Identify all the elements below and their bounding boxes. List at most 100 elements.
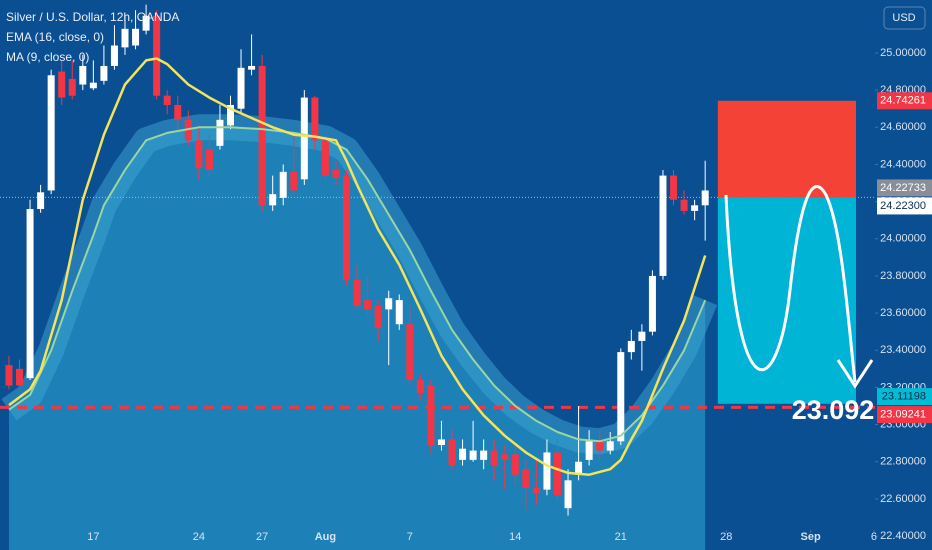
currency-button[interactable] [883, 6, 926, 30]
candle-body [16, 368, 24, 386]
candle-body [648, 275, 656, 332]
price-label: 23.11198 [882, 390, 926, 402]
candle-body [279, 171, 287, 198]
stop-zone [717, 100, 857, 198]
y-tick-label: 24.00000 [880, 233, 926, 245]
target-zone [717, 197, 857, 404]
projection-curve [724, 185, 857, 383]
x-tick-label: Aug [315, 531, 336, 543]
candle-body [522, 469, 530, 488]
price-label-bg [877, 406, 932, 424]
candle-body [575, 461, 583, 475]
candle-body [100, 65, 108, 81]
candle-body [26, 209, 34, 379]
target-text: 23.092 [792, 395, 875, 425]
candle-body [701, 190, 709, 206]
candle-body [300, 97, 308, 180]
candle-body [680, 199, 688, 211]
candle-body [79, 65, 87, 85]
x-tick-label: 14 [509, 531, 521, 543]
y-tick-label: 24.40000 [880, 158, 926, 170]
projection-arrow [836, 359, 874, 389]
legend-ema: EMA (16, close, 0) [6, 30, 104, 44]
price-label: 24.22733 [880, 182, 926, 194]
candle-body [532, 487, 540, 494]
candle-body [480, 450, 488, 460]
candle-body [627, 340, 635, 353]
price-label-bg [877, 179, 932, 197]
x-tick-label: 28 [720, 531, 732, 543]
candle-body [364, 300, 372, 310]
x-tick-label: 27 [256, 531, 268, 543]
price-axis [875, 0, 932, 550]
legend-title: Silver / U.S. Dollar, 12h, OANDA [6, 10, 179, 24]
indicator-layer [8, 57, 707, 476]
candle-body [659, 175, 667, 276]
candle-body [501, 454, 509, 460]
x-tick-label: 21 [615, 531, 627, 543]
price-label: 24.22300 [880, 200, 926, 212]
candle-body [469, 450, 477, 460]
candle-body [606, 441, 614, 451]
y-tick-label: 22.80000 [880, 456, 926, 468]
axis-layer: 22.4000022.6000022.8000023.0000023.20000… [87, 0, 932, 550]
price-label-bg [877, 197, 932, 215]
candle-body [290, 171, 298, 191]
candle-body [311, 97, 319, 141]
candle-body [427, 385, 435, 446]
candle-body [564, 480, 572, 509]
candle-body [406, 324, 414, 380]
candle-body [670, 175, 678, 200]
candle-body [205, 149, 213, 171]
candle-body [343, 175, 351, 280]
y-tick-label: 23.60000 [880, 307, 926, 319]
candle-body [585, 441, 593, 460]
candle-body [248, 65, 256, 70]
y-tick-label: 22.60000 [880, 493, 926, 505]
candle-body [110, 45, 118, 66]
candle-body [37, 192, 45, 210]
candle-body [142, 15, 150, 31]
candle-body [385, 298, 393, 310]
candle-body [174, 104, 182, 120]
price-label: 24.74261 [880, 95, 926, 107]
y-tick-label: 23.40000 [880, 344, 926, 356]
candle-body [395, 300, 403, 325]
candle-body [553, 452, 561, 496]
candle-body [353, 279, 361, 306]
candle-body [691, 205, 699, 211]
candle-body [459, 448, 467, 460]
x-tick-label: 7 [407, 531, 413, 543]
candle-layer [5, 4, 709, 516]
candle-body [596, 441, 604, 451]
y-tick-label: 23.80000 [880, 270, 926, 282]
candle-body [374, 305, 382, 328]
indicator-line [8, 126, 707, 443]
candle-body [121, 28, 129, 48]
candle-body [448, 439, 456, 466]
candle-body [258, 65, 266, 206]
indicator-line [8, 57, 707, 476]
x-tick-label: 17 [87, 531, 99, 543]
candle-body [617, 352, 625, 442]
y-tick-label: 24.60000 [880, 121, 926, 133]
x-tick-label: 24 [193, 531, 205, 543]
price-label: 23.09241 [880, 408, 926, 420]
position-layer [0, 100, 875, 409]
candle-body [638, 331, 646, 341]
candle-body [163, 95, 171, 105]
candle-body [416, 379, 424, 393]
y-tick-label: 25.00000 [880, 47, 926, 59]
currency-label[interactable]: USD [892, 12, 915, 24]
candle-body [5, 365, 13, 386]
ema-area [8, 127, 706, 550]
candle-body [511, 454, 519, 475]
candle-body [437, 439, 445, 446]
legend-ma: MA (9, close, 0) [6, 50, 89, 64]
x-tick-label: Sep [801, 531, 821, 543]
candle-body [490, 450, 498, 466]
candle-body [89, 82, 97, 89]
candle-body [237, 67, 245, 109]
